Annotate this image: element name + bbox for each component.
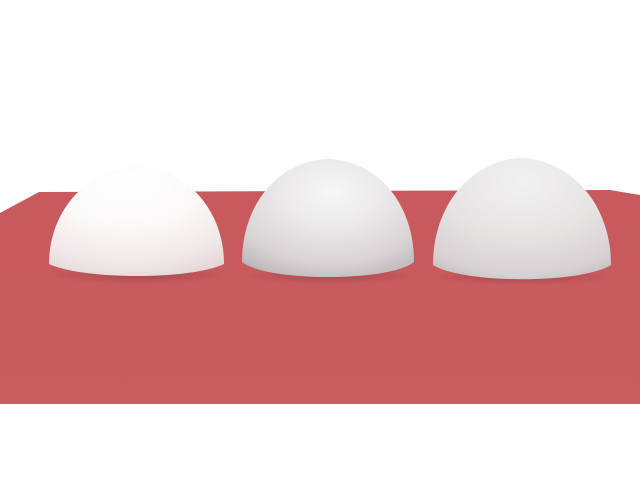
hemisphere-right xyxy=(433,158,611,280)
hemisphere-center xyxy=(242,159,414,277)
hemisphere-left xyxy=(49,166,224,276)
